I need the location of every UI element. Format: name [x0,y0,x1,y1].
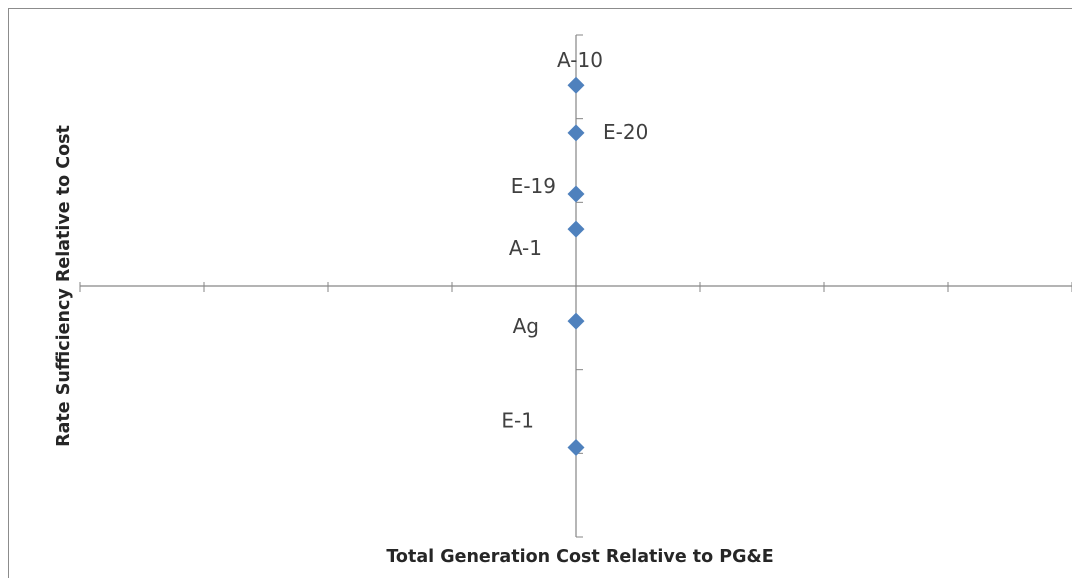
data-point-marker [567,312,585,330]
data-point-label: E-1 [501,408,534,432]
data-labels: A-10 E-20 E-19 A-1 Ag E-1 [501,48,648,432]
y-axis-title: Rate Sufficiency Relative to Cost [54,125,74,447]
data-point-label: Ag [513,314,539,338]
data-point-marker [567,124,585,142]
data-point-label: A-1 [509,236,542,260]
data-point-label: E-20 [603,120,648,144]
data-point-marker [567,185,585,203]
data-point-marker [567,76,585,94]
data-point-marker [567,438,585,456]
data-points [567,76,585,456]
data-point-label: A-10 [557,48,603,72]
data-point-marker [567,220,585,238]
chart-frame [8,8,1072,578]
axes [79,34,1072,538]
data-point-label: E-19 [511,174,556,198]
x-axis-title: Total Generation Cost Relative to PG&E [386,547,773,567]
